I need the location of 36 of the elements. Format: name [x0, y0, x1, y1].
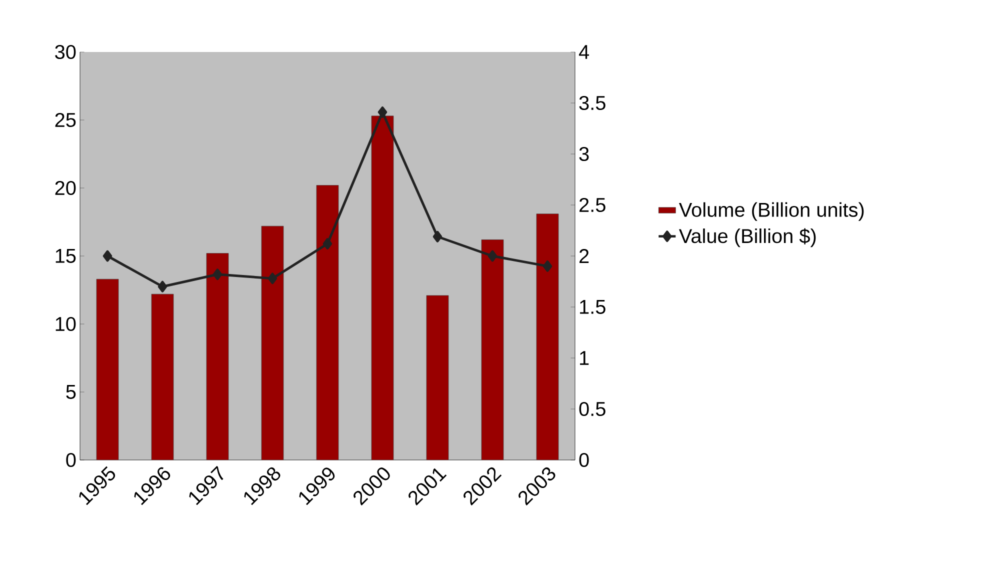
point	[268, 272, 278, 284]
point	[378, 106, 388, 118]
y-tick-label: 0	[66, 452, 76, 468]
y2-tick-label: 3	[579, 146, 589, 162]
legend-label: Value (Billion $)	[678, 228, 816, 248]
y-tick-label: 30	[55, 44, 76, 60]
bar	[481, 239, 504, 460]
point	[212, 268, 222, 280]
bar	[536, 214, 559, 460]
y-tick-label: 10	[56, 316, 76, 332]
y2-tick-label: 2.5	[580, 198, 606, 212]
bar	[151, 294, 174, 460]
point	[322, 238, 332, 250]
y2-tick-label: 1	[580, 351, 589, 365]
bar	[426, 295, 449, 460]
bar	[371, 116, 394, 460]
point	[542, 260, 552, 272]
y2-tick-label: 2	[580, 249, 589, 263]
y2-tick-label: 4	[578, 45, 590, 59]
y-tick-label: 15	[56, 249, 76, 263]
bar	[261, 226, 284, 460]
point	[102, 250, 112, 262]
bar	[316, 185, 339, 460]
y-tick-label: 5	[66, 385, 76, 399]
bar	[206, 253, 229, 460]
y-tick-label: 25	[55, 112, 76, 128]
y2-tick-label: 0	[579, 452, 589, 468]
point	[158, 280, 168, 292]
y2-tick-label: 0.5	[579, 402, 606, 416]
y-tick-label: 20	[55, 180, 76, 196]
y2-tick-label: 3.5	[579, 96, 606, 110]
point	[432, 230, 442, 242]
point	[488, 250, 498, 262]
y2-tick-label: 1.5	[580, 300, 606, 314]
legend-label: Volume (Billion units)	[678, 202, 864, 221]
bar	[96, 278, 119, 460]
